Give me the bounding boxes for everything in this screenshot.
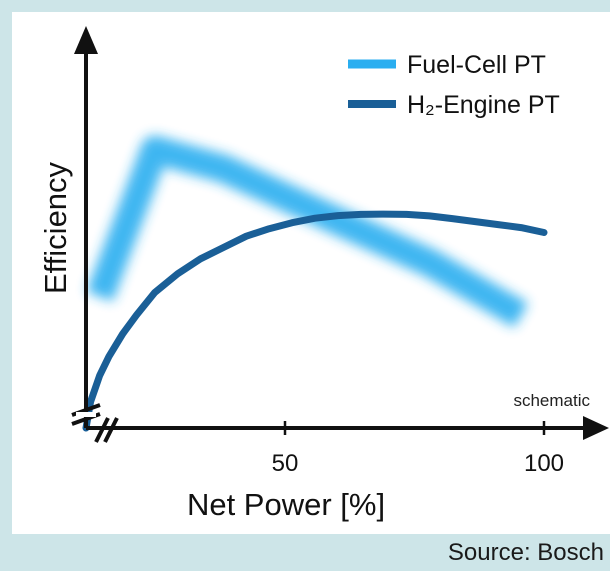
y-axis-title: Efficiency [38,161,73,294]
y-axis-arrow [74,26,98,54]
schematic-note: schematic [513,391,590,410]
x-axis-break-mark [94,417,119,443]
series-fuel-cell-band [86,135,529,328]
x-tick-label-100: 100 [524,450,564,477]
legend-label-h2-engine: H₂-Engine PT [407,91,560,119]
x-tick-label-50: 50 [272,450,299,477]
x-axis-title: Net Power [%] [187,487,385,522]
legend: Fuel-Cell PT H₂-Engine PT [348,51,560,119]
series-h2-engine-line [82,210,548,432]
legend-label-fuel-cell: Fuel-Cell PT [407,51,546,79]
x-axis-arrow [583,416,609,440]
source-credit: Source: Bosch [447,539,604,566]
